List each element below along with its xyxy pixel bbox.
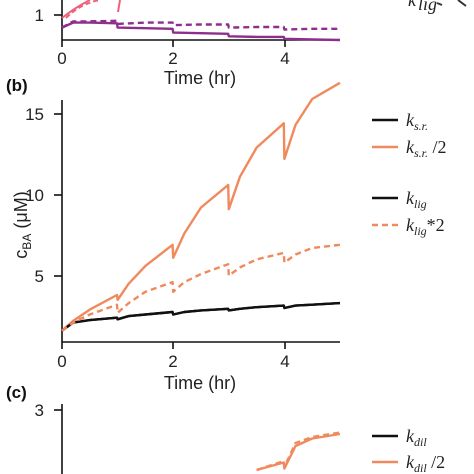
panel-a-legend-fragment: [436, 2, 443, 6]
panel-b-series-line-0: [61, 301, 341, 332]
panel-b-legend: ks.r. ks.r. /2 klig klig*2: [372, 110, 447, 238]
panel-b-x-axis-title: Time (hr): [164, 373, 236, 393]
panel-a-x-tick-label: 2: [168, 49, 177, 68]
panel-a-series-line-1: [61, 19, 340, 31]
panel-b: (b) 5 10 15 0 2 4 Time (hr) cBA (μM) ks.…: [6, 76, 447, 393]
panel-b-y-tick-label: 10: [25, 186, 44, 205]
panel-c-legend: kdil kdil /2: [372, 426, 445, 474]
panel-b-series-line-3: [61, 243, 341, 332]
panel-b-x-tick-label: 0: [57, 352, 66, 371]
panel-c-series-group: [256, 431, 341, 472]
legend-label-klig-double: klig*2: [406, 215, 445, 238]
panel-a-clipped-curve: [65, 0, 101, 19]
panel-c-y-tick-label: 3: [35, 401, 44, 420]
panel-a-x-axis-title: Time (hr): [164, 68, 236, 88]
panel-b-y-tick-label: 15: [25, 105, 44, 124]
panel-a-legend-fragment: k: [408, 0, 417, 10]
panel-a-y-tick-label: 1: [35, 6, 44, 25]
legend-label-ks-half: ks.r. /2: [406, 137, 447, 160]
panel-a-legend-fragment: [457, 0, 467, 7]
legend-label-ks: ks.r.: [406, 110, 428, 133]
panel-b-x-tick-label: 2: [168, 352, 177, 371]
panel-c-series-line-1: [256, 431, 341, 472]
panel-a-series-line-0: [61, 21, 341, 42]
panel-a-x-tick-label: 4: [280, 49, 289, 68]
panel-b-series-line-2: [61, 301, 341, 332]
panel-c-label: (c): [6, 383, 27, 402]
panel-c: (c) 3 kdil kdil /2: [6, 383, 445, 474]
panel-b-series-group: [61, 81, 341, 332]
panel-a-clipped-curve: [117, 0, 121, 13]
panel-b-x-tick-label: 4: [280, 352, 289, 371]
legend-label-kdil: kdil: [406, 426, 427, 449]
panel-a-series-group: [61, 19, 341, 42]
panel-b-series-line-1: [61, 81, 341, 332]
panel-a: 1 0 2 4 Time (hr) k lig: [35, 0, 467, 88]
panel-a-x-tick-label: 0: [57, 49, 66, 68]
legend-label-klig: klig: [406, 188, 427, 211]
panel-b-label: (b): [6, 76, 28, 95]
panel-a-clipped-curve: [61, 0, 91, 19]
panel-b-y-axis-title: cBA (μM): [11, 191, 34, 258]
panel-a-legend-fragment: lig: [418, 0, 437, 14]
legend-label-kdil-half: kdil /2: [406, 452, 445, 474]
panel-b-y-tick-label: 5: [35, 267, 44, 286]
